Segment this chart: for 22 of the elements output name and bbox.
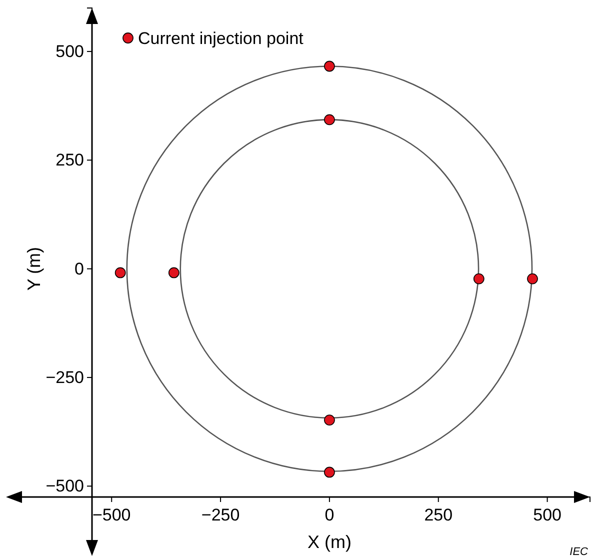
x-tick-label: −500 (92, 505, 131, 524)
y-axis-title: Y (m) (24, 246, 44, 291)
y-tick-label: 250 (56, 150, 84, 170)
point (168, 267, 180, 278)
x-tick-label: −250 (201, 505, 240, 524)
point (324, 414, 335, 426)
y-tick-label: 0 (74, 259, 84, 278)
point (527, 273, 538, 284)
text: IEC (570, 546, 588, 557)
y-tick-label: 500 (56, 42, 84, 61)
y-tick-label: −500 (46, 476, 84, 496)
x-axis-title: X (m) (307, 532, 352, 552)
y-tick-label: −250 (46, 368, 84, 387)
point (324, 466, 335, 478)
point (324, 114, 335, 126)
x-tick-label: 250 (424, 505, 453, 524)
x-tick-label: 500 (533, 505, 562, 524)
point (114, 267, 126, 278)
legend-label: Current injection point (138, 28, 304, 48)
point (473, 273, 484, 284)
point (324, 60, 335, 72)
x-tick-label: 0 (324, 505, 334, 524)
